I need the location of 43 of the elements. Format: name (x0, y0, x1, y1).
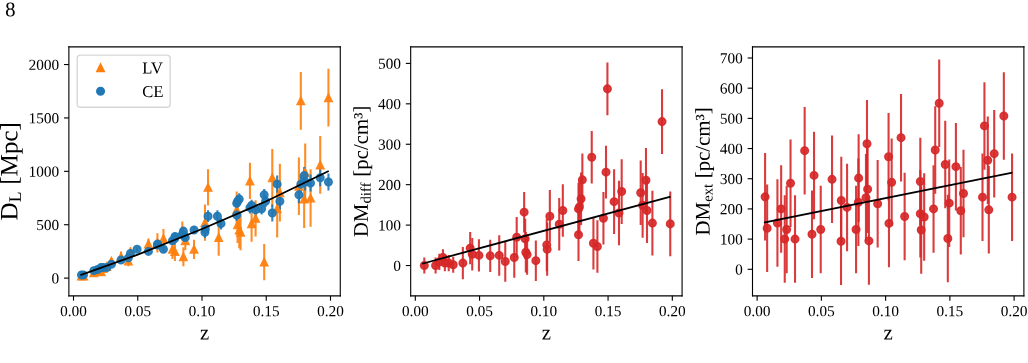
y-tick-label: 500 (720, 113, 743, 124)
legend-label: CE (142, 86, 163, 98)
x-tick-label: 0.10 (531, 306, 557, 317)
x-axis-title: z (884, 329, 893, 340)
y-tick-label: 500 (37, 219, 59, 231)
y-tick-label: 0 (735, 264, 743, 275)
x-tick-label: 0.10 (872, 306, 899, 317)
x-axis-title: z (200, 329, 209, 340)
x-tick-label: 0.10 (189, 306, 215, 317)
y-axis-title: DM$_{ext}$ [pc/cm³] (695, 108, 715, 235)
x-axis-title: z (542, 329, 551, 340)
y-tick-label: 200 (720, 204, 743, 215)
x-tick-label: 0.00 (402, 306, 429, 317)
y-tick-label: 600 (720, 83, 743, 94)
x-tick-label: 0.00 (744, 306, 770, 317)
x-tick-label: 0.00 (60, 306, 87, 317)
text: 8 (5, 2, 15, 17)
x-tick-label: 0.15 (937, 306, 963, 317)
y-tick-label: 500 (378, 58, 401, 69)
x-tick-label: 0.20 (1001, 306, 1027, 317)
y-tick-label: 0 (393, 260, 401, 271)
y-tick-label: 0 (52, 273, 59, 284)
x-tick-label: 0.20 (317, 306, 344, 317)
y-axis-title: D$_{L}$ [Mpc] (0, 124, 23, 220)
x-tick-label: 0.05 (124, 306, 151, 317)
y-tick-label: 400 (720, 143, 743, 154)
y-axis-title: DM$_{diff}$ [pc/cm³] (353, 107, 373, 237)
y-tick-label: 300 (720, 173, 743, 185)
x-tick-label: 0.05 (808, 306, 835, 317)
y-tick-label: 100 (721, 234, 743, 245)
x-tick-label: 0.05 (466, 306, 493, 317)
x-tick-label: 0.15 (595, 306, 621, 317)
y-tick-label: 2000 (29, 59, 59, 70)
y-tick-label: 100 (379, 220, 401, 231)
y-tick-label: 300 (378, 139, 401, 150)
y-tick-label: 200 (378, 179, 401, 191)
y-tick-label: 400 (378, 98, 401, 110)
y-tick-label: 1000 (29, 166, 59, 177)
x-tick-label: 0.15 (253, 306, 280, 317)
x-tick-label: 0.20 (659, 306, 686, 317)
legend-label: LV (142, 62, 163, 74)
y-tick-label: 1500 (29, 113, 59, 124)
y-tick-label: 700 (720, 53, 743, 64)
